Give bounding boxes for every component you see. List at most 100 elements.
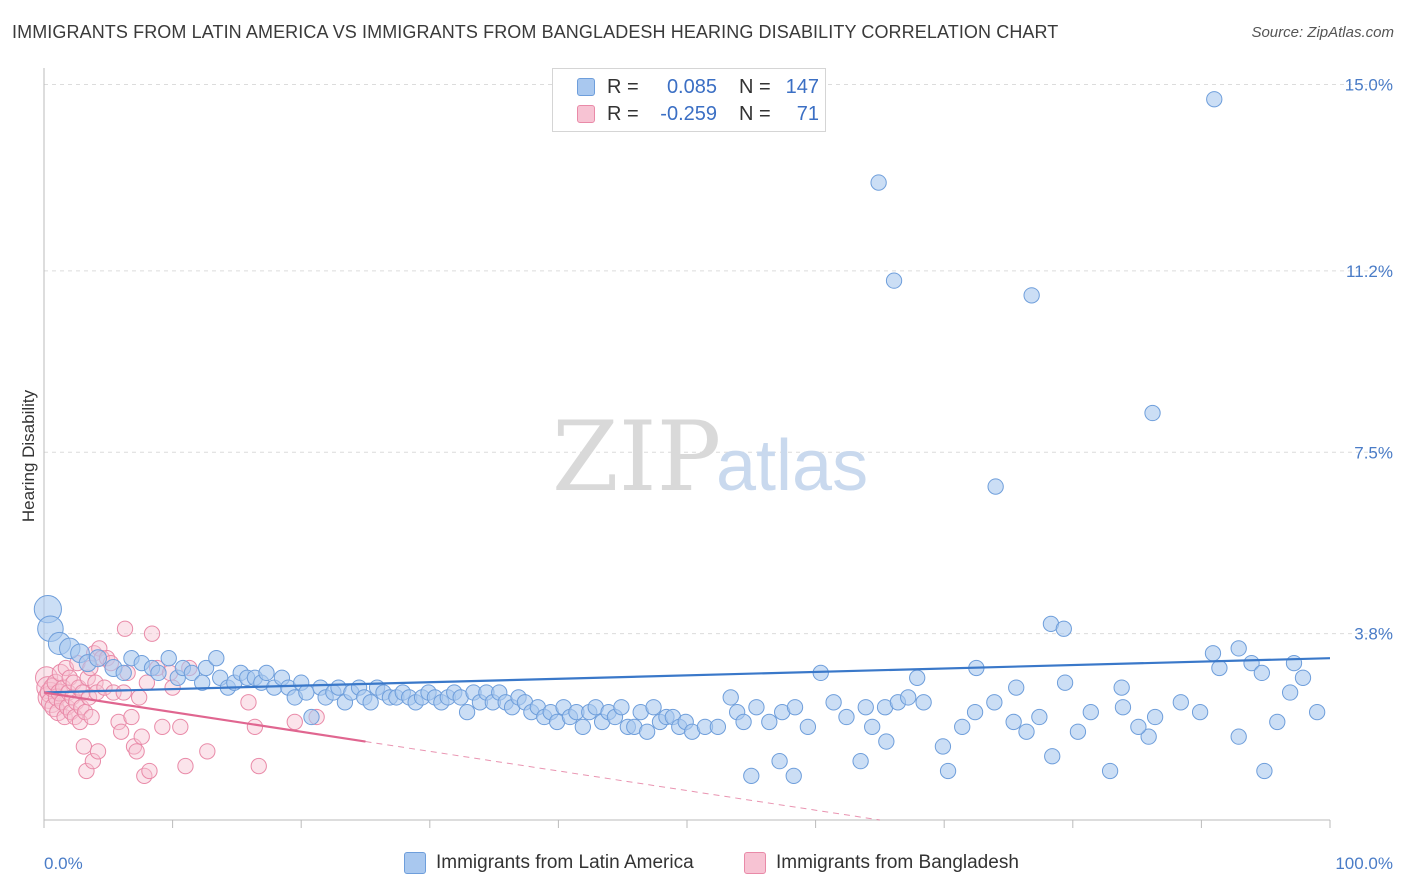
data-point-latin-america: [966, 703, 984, 721]
data-point-latin-america: [1044, 748, 1061, 765]
data-point-bangladesh: [84, 753, 102, 770]
data-point-latin-america: [574, 718, 591, 735]
data-point-latin-america: [885, 272, 903, 289]
stats-row-bangladesh: R = -0.259 N = 71: [577, 101, 819, 127]
data-point-bangladesh: [116, 620, 134, 637]
n-label: N =: [739, 75, 771, 98]
data-point-latin-america: [852, 753, 869, 770]
data-point-latin-america: [1294, 669, 1312, 686]
data-point-latin-america: [1281, 684, 1299, 701]
data-point-latin-america: [197, 659, 215, 677]
legend-label: Immigrants from Bangladesh: [776, 852, 1019, 873]
data-point-latin-america: [785, 767, 802, 785]
data-point-latin-america: [1005, 713, 1022, 731]
x-tick-label: 100.0%: [1335, 854, 1393, 873]
data-point-latin-america: [761, 713, 778, 731]
legend-item-latin-america[interactable]: Immigrants from Latin America: [404, 852, 694, 874]
data-point-latin-america: [838, 708, 855, 726]
data-point-latin-america: [1144, 404, 1161, 422]
data-point-bangladesh: [75, 738, 93, 755]
data-point-latin-america: [748, 699, 765, 716]
data-point-bangladesh: [83, 708, 100, 726]
data-point-bangladesh: [141, 762, 158, 780]
data-point-latin-america: [1230, 728, 1247, 745]
data-point-bangladesh: [154, 718, 171, 735]
data-point-latin-america: [771, 753, 788, 770]
data-point-latin-america: [1018, 723, 1035, 740]
data-point-latin-america: [1191, 703, 1209, 721]
data-point-bangladesh: [240, 694, 257, 711]
data-point-latin-america: [1130, 718, 1147, 735]
data-point-latin-america: [1172, 694, 1189, 711]
data-point-latin-america: [1069, 723, 1087, 740]
data-point-latin-america: [1230, 640, 1247, 657]
data-point-latin-america: [258, 664, 275, 682]
data-point-latin-america: [1031, 708, 1048, 726]
watermark: ZIP atlas: [552, 401, 868, 513]
n-label: N =: [739, 102, 771, 125]
data-point-latin-america: [458, 703, 476, 721]
data-point-latin-america: [1140, 728, 1157, 745]
r-label: R =: [607, 75, 639, 98]
data-point-bangladesh: [51, 663, 70, 682]
series-latin-america-points: [33, 91, 1326, 785]
data-point-latin-america: [1211, 659, 1228, 677]
data-point-latin-america: [954, 718, 971, 735]
data-point-bangladesh: [133, 728, 150, 745]
watermark-atlas: atlas: [716, 426, 868, 506]
axes: [43, 68, 1331, 828]
y-tick-label: 11.2%: [1346, 262, 1393, 281]
data-point-latin-america: [900, 689, 917, 706]
data-point-bangladesh: [123, 708, 140, 726]
data-point-latin-america: [709, 718, 727, 735]
stats-swatch-pink: [577, 105, 595, 123]
source-credit: Source: ZipAtlas.com: [1251, 24, 1394, 41]
trend-line-bangladesh: [43, 691, 366, 743]
data-point-latin-america: [1055, 620, 1072, 637]
data-point-latin-america: [1113, 679, 1130, 696]
data-point-bangladesh: [177, 757, 194, 775]
data-point-latin-america: [1082, 703, 1099, 721]
data-point-latin-america: [1056, 674, 1074, 691]
legend-item-bangladesh[interactable]: Immigrants from Bangladesh: [744, 852, 1019, 874]
tick-labels: 3.8% 7.5% 11.2% 15.0% 0.0% 100.0%: [44, 76, 1393, 873]
y-axis-label: Hearing Disability: [19, 389, 38, 522]
data-point-bangladesh: [115, 684, 132, 701]
data-point-latin-america: [934, 738, 952, 755]
n-value: 71: [796, 102, 819, 125]
data-point-bangladesh: [286, 713, 303, 731]
data-point-bangladesh: [246, 718, 264, 735]
data-point-bangladesh: [78, 762, 95, 780]
data-point-latin-america: [939, 762, 957, 780]
data-point-bangladesh: [143, 625, 161, 642]
data-point-latin-america: [909, 669, 926, 686]
trend-line-bangladesh-extrapolated: [365, 741, 880, 821]
data-point-latin-america: [208, 650, 225, 667]
data-point-bangladesh: [250, 757, 267, 775]
data-point-latin-america: [1206, 91, 1223, 108]
data-point-latin-america: [89, 649, 108, 668]
data-point-bangladesh: [136, 767, 153, 785]
data-point-latin-america: [1023, 287, 1040, 304]
data-point-latin-america: [1256, 762, 1273, 780]
data-point-latin-america: [722, 689, 739, 706]
data-point-latin-america: [1114, 699, 1132, 716]
data-point-latin-america: [1008, 679, 1025, 696]
legend-swatch-blue: [404, 852, 426, 874]
data-point-latin-america: [638, 723, 656, 740]
data-point-latin-america: [303, 708, 320, 726]
data-point-bangladesh: [131, 689, 148, 706]
data-point-latin-america: [298, 684, 315, 701]
data-point-latin-america: [735, 713, 752, 731]
r-value: -0.259: [660, 102, 717, 125]
stats-swatch-blue: [577, 78, 595, 96]
legend-label: Immigrants from Latin America: [436, 852, 694, 873]
data-point-latin-america: [1101, 762, 1119, 780]
data-point-latin-america: [799, 718, 817, 735]
stats-row-latin-america: R = 0.085 N = 147: [577, 74, 819, 100]
data-point-latin-america: [1285, 654, 1303, 672]
n-value: 147: [785, 75, 819, 98]
data-point-latin-america: [986, 694, 1003, 711]
r-label: R =: [607, 102, 639, 125]
